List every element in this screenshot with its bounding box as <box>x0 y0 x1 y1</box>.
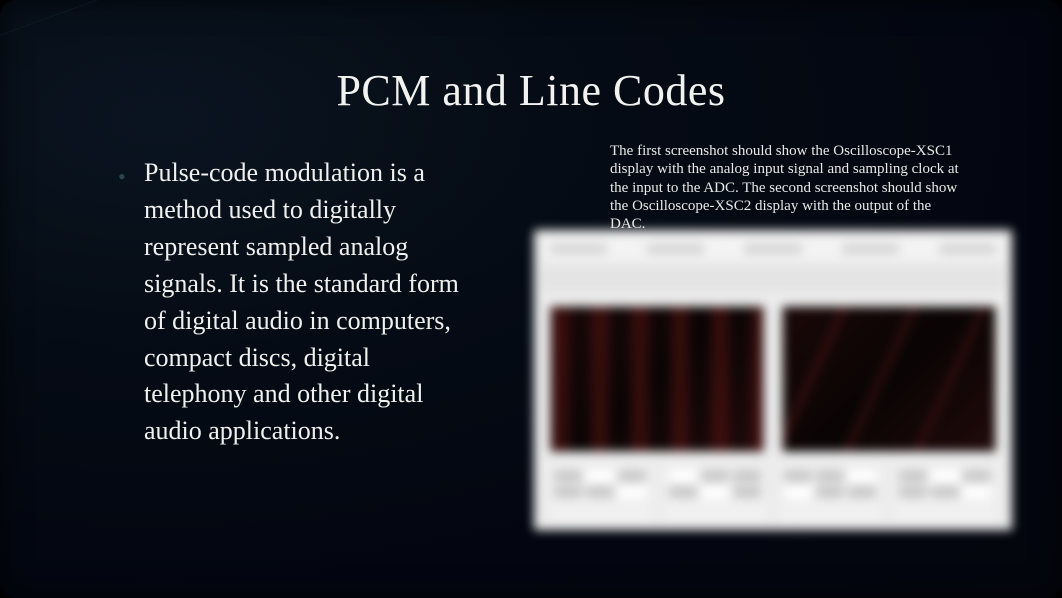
oscilloscope-menubar <box>542 238 1004 260</box>
bullet-list: Pulse-code modulation is a method used t… <box>118 155 478 450</box>
control-group <box>550 466 651 522</box>
oscilloscope-controls <box>542 460 1004 522</box>
image-caption: The first screenshot should show the Osc… <box>610 142 960 233</box>
slide-title: PCM and Line Codes <box>0 65 1062 116</box>
presentation-slide: PCM and Line Codes Pulse-code modulation… <box>0 0 1062 598</box>
oscilloscope-display-row <box>542 302 1004 460</box>
bullet-item: Pulse-code modulation is a method used t… <box>118 155 478 450</box>
control-group <box>895 466 996 522</box>
control-group <box>665 466 766 522</box>
oscilloscope-screen-xsc2 <box>782 306 996 452</box>
slide-body-left: Pulse-code modulation is a method used t… <box>118 155 478 450</box>
oscilloscope-screenshot <box>534 230 1012 530</box>
oscilloscope-screen-xsc1 <box>550 306 764 452</box>
control-group <box>780 466 881 522</box>
oscilloscope-toolbar <box>542 266 1004 292</box>
